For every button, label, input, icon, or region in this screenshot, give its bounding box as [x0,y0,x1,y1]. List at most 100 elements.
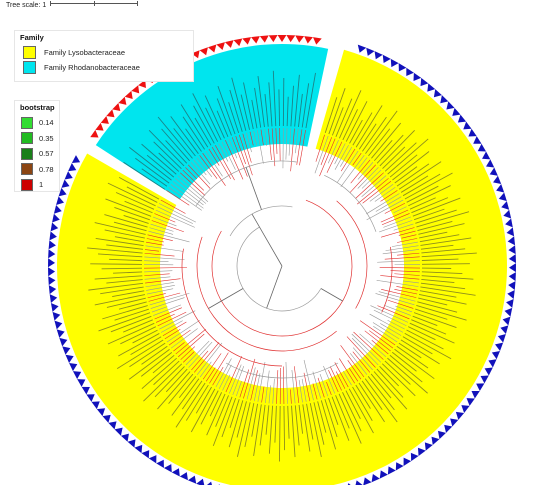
tree-branch [145,282,174,288]
tree-branch [377,305,410,320]
lyso-marker [503,209,512,219]
lyso-marker [508,254,516,264]
tree-branch [295,128,299,154]
tree-branch [346,336,376,368]
lyso-marker [417,447,426,457]
bootstrap-legend-item: 0.14 [21,115,59,131]
leaf-label-mark [157,116,193,159]
tree-branch [261,386,265,403]
lyso-marker [65,354,74,364]
leaf-label-mark [379,129,415,167]
tree-branch [272,378,275,404]
tree-branch [352,347,373,371]
lyso-marker [48,285,57,295]
tree-branch [144,249,160,252]
leaf-label-mark [412,315,438,327]
rhodano-marker [207,44,217,53]
tree-branch [218,143,229,162]
lyso-marker [461,405,470,413]
leaf-label-mark [254,87,262,128]
tree-branch [246,132,252,153]
tree-branch [221,141,236,170]
tree-branch [340,148,356,172]
lyso-marker [406,67,414,77]
leaf-label-mark [106,297,146,308]
tree-branch [149,227,174,235]
leaf-label-mark [243,82,254,130]
leaf-label-mark [259,404,266,446]
tree-branch [215,358,232,388]
leaf-label-mark [236,401,247,438]
leaf-label-mark [128,349,170,380]
tree-branch-arc [324,175,377,232]
tree-branch [355,172,384,199]
tree-branch [187,164,211,189]
leaf-label-mark [268,82,273,127]
tree-branch [303,372,311,402]
tree-branch [378,291,416,302]
lyso-marker [56,196,65,206]
leaf-label-mark [205,107,222,141]
leaf-label-mark [190,388,216,433]
tree-branch [238,134,253,176]
tree-branch-arc [381,246,393,313]
leaf-label-mark [345,101,368,142]
tree-branch [294,366,300,404]
lyso-marker [505,218,513,228]
tree-scale: Tree scale: 1 [6,0,139,9]
family-legend-item-lysobacteraceae: Family Lysobacteraceae [23,45,193,60]
leaf-label-mark [229,89,243,132]
lyso-marker [433,89,442,98]
tree-branch [314,135,329,174]
tree-branch [391,241,418,247]
tree-branch [340,345,365,378]
tree-branch [380,323,402,336]
leaf-label-mark [180,104,209,148]
tree-branch [168,187,202,211]
lyso-marker [497,334,506,343]
tree-branch [180,172,206,196]
tree-branch [352,152,362,166]
leaf-label-mark [87,247,143,254]
tree-branch [146,241,164,246]
lyso-marker [81,386,90,395]
leaf-label-mark [152,354,175,374]
leaf-label-mark [331,396,350,441]
leaf-label-mark [367,376,395,411]
leaf-label-mark [88,282,144,291]
leaf-label-mark [402,173,441,197]
rhodanobacteraceae-swatch [23,61,36,74]
lyso-marker [424,442,433,451]
rhodano-marker [286,35,296,43]
lyso-marker [506,298,514,308]
tree-branch [264,129,268,146]
tree-branch [211,146,232,180]
tree-branch-arc [196,236,337,352]
lyso-marker [398,63,407,72]
leaf-label-mark [120,326,157,345]
rhodano-marker [112,102,121,111]
lyso-marker [69,363,78,372]
leaf-label-mark [396,163,430,187]
tree-branch [381,289,417,298]
leaf-label-mark [342,392,362,432]
leaf-label-mark [298,404,304,434]
tree-branch [249,131,254,146]
leaf-label-mark [301,83,310,128]
leaf-label-mark [387,138,429,175]
tree-branch [375,293,415,306]
lyso-marker [500,325,509,335]
tree-branch [268,385,272,404]
leaf-label-mark [94,222,146,235]
tree-branch [144,260,169,262]
lyso-marker [452,107,461,116]
leaf-label-mark [123,319,153,333]
leaf-label-mark [228,102,240,134]
lyso-marker [71,155,81,164]
lyso-marker [437,430,447,440]
tree-branch [145,245,184,252]
lyso-marker [68,163,77,172]
tree-branch [387,319,405,330]
leaf-label-mark [421,271,463,275]
tree-branch [283,366,285,404]
